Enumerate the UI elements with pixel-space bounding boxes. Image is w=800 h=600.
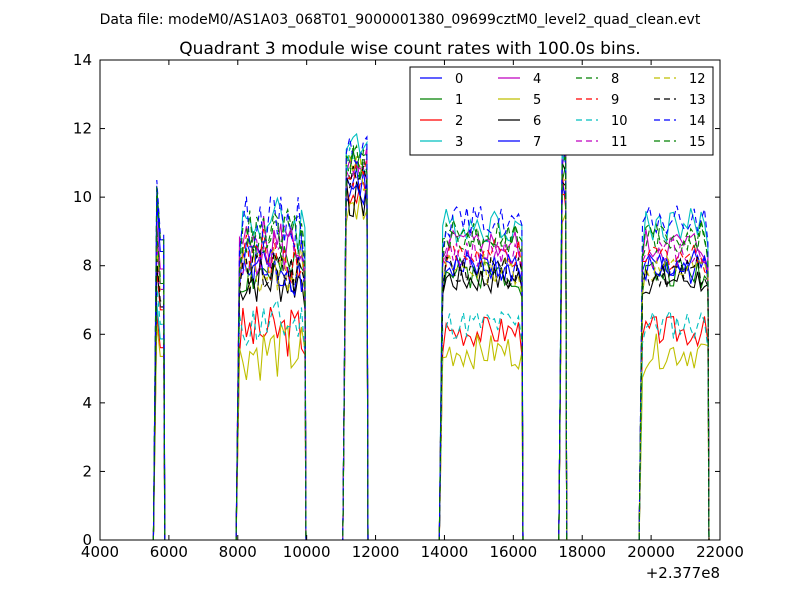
legend-label: 11 [611, 135, 628, 150]
legend-label: 14 [689, 114, 706, 129]
series-line-15 [152, 144, 710, 540]
legend-label: 12 [689, 72, 706, 87]
x-axis: 4000 6000 8000 10000 12000 14000 16000 18000 200… [81, 60, 744, 561]
y-tick-label: 14 [73, 51, 92, 69]
y-tick-label: 8 [82, 257, 92, 275]
legend-label: 7 [533, 135, 541, 150]
legend-label: 5 [533, 93, 541, 108]
x-tick-label: 20000 [627, 543, 675, 561]
series-line-12 [152, 155, 710, 540]
legend-label: 4 [533, 72, 541, 87]
x-tick-label: 16000 [489, 543, 537, 561]
x-tick-label: 18000 [558, 543, 606, 561]
legend-label: 6 [533, 114, 541, 129]
series-line-13 [152, 162, 710, 540]
x-tick-label: 22000 [696, 543, 744, 561]
series-line-0 [152, 168, 710, 540]
series-line-2 [152, 172, 710, 540]
x-tick-label: 14000 [421, 543, 469, 561]
series-line-3 [152, 132, 710, 540]
legend-box [409, 66, 714, 156]
legend-label: 0 [455, 72, 463, 87]
legend-label: 2 [455, 114, 463, 129]
y-tick-label: 12 [73, 120, 92, 138]
legend-label: 3 [455, 135, 463, 150]
series-line-5 [152, 193, 710, 540]
suptitle: Data file: modeM0/AS1A03_068T01_90000013… [100, 12, 701, 28]
legend-label: 10 [611, 114, 628, 129]
y-tick-label: 0 [82, 531, 92, 549]
y-tick-label: 4 [82, 394, 92, 412]
y-tick-label: 2 [82, 462, 92, 480]
x-offset-label: +2.377e8 [646, 564, 720, 582]
plot-frame [99, 59, 721, 541]
legend-label: 9 [611, 93, 619, 108]
series-layer [152, 132, 710, 540]
chart-title: Quadrant 3 module wise count rates with … [179, 39, 640, 59]
legend-label: 1 [455, 93, 463, 108]
legend-label: 8 [611, 72, 619, 87]
legend-label: 13 [689, 93, 706, 108]
x-tick-label: 8000 [219, 543, 257, 561]
legend-label: 15 [689, 135, 706, 150]
x-tick-label: 10000 [283, 543, 331, 561]
y-tick-label: 10 [73, 188, 92, 206]
x-tick-label: 4000 [81, 543, 119, 561]
x-tick-label: 6000 [150, 543, 188, 561]
series-line-9 [152, 157, 710, 540]
y-tick-label: 6 [82, 325, 92, 343]
series-line-10 [152, 147, 710, 540]
x-tick-label: 12000 [352, 543, 400, 561]
